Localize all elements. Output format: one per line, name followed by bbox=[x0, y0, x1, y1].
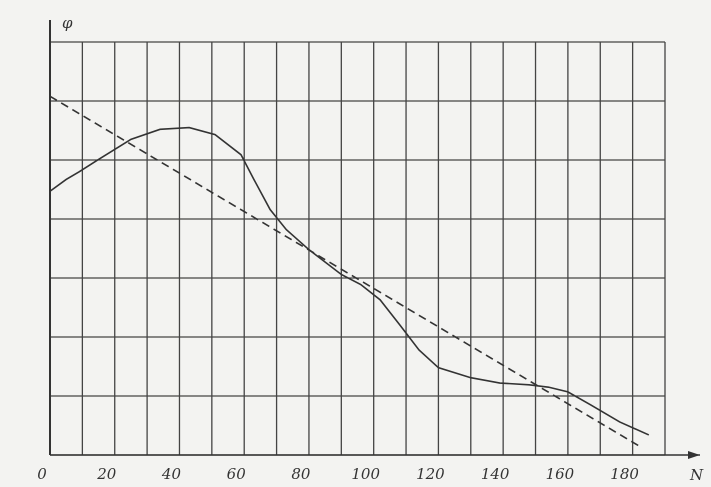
y-axis-label: φ bbox=[62, 14, 73, 32]
x-axis-arrow bbox=[688, 451, 700, 459]
x-tick-label: 40 bbox=[161, 465, 182, 483]
x-tick-label: 160 bbox=[546, 465, 575, 483]
x-tick-label: 140 bbox=[481, 465, 510, 483]
x-tick-label: 80 bbox=[291, 465, 311, 483]
x-tick-label: 180 bbox=[610, 465, 639, 483]
x-tick-label: 60 bbox=[227, 465, 247, 483]
x-tick-label: 0 bbox=[37, 465, 47, 483]
x-tick-label: 20 bbox=[96, 465, 117, 483]
x-tick-label: 120 bbox=[416, 465, 445, 483]
x-tick-label: 100 bbox=[351, 465, 380, 483]
data-line bbox=[49, 95, 643, 449]
x-axis-label: N bbox=[689, 466, 704, 484]
data-line bbox=[49, 126, 650, 436]
